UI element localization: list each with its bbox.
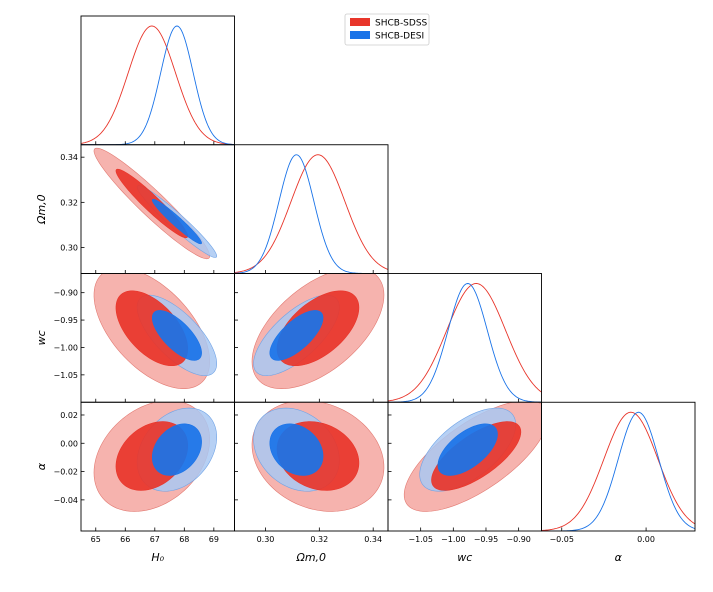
y-tick-label-alpha-0: 0.00: [60, 439, 78, 448]
y-tick-label-wc--0-95: −0.95: [53, 316, 78, 325]
legend-swatch-desi: [350, 31, 370, 39]
panel-H0-alpha: 65 66 67 68 69 −0.04 −0.02 0.00 0.02: [53, 401, 235, 544]
y-axis-label-Om: Ωm,0: [35, 194, 48, 225]
x-tick-label-H0-65: 65: [91, 535, 101, 544]
marginal-curve-shcb-sdss: [81, 25, 235, 145]
x-tick-label-wc--0-95: −0.95: [474, 535, 499, 544]
x-tick-label-Om-0-3: 0.30: [257, 535, 275, 544]
contour-68-shcb-desi: [269, 310, 324, 361]
y-axis-label-alpha: α: [35, 462, 48, 470]
legend: SHCB-SDSS SHCB-DESI: [344, 13, 430, 46]
y-tick-label-wc--1: −1.00: [53, 343, 78, 352]
x-tick-label-H0-69: 69: [209, 535, 219, 544]
panel-Om-wc: [234, 273, 389, 403]
y-tick-label-wc--1-05: −1.05: [53, 371, 78, 380]
panel-frame: [234, 144, 389, 274]
panel-content: [403, 402, 542, 512]
x-tick-label-Om-0-34: 0.34: [364, 535, 382, 544]
panel-content: [93, 402, 218, 512]
panel-alpha-alpha: −0.05 0.00: [541, 401, 696, 544]
panel-H0-Om: 0.30 0.32 0.34: [60, 144, 235, 274]
y-tick-label-Om-0-32: 0.32: [60, 198, 78, 207]
legend-swatch-sdss: [350, 18, 370, 26]
legend-label-sdss: SHCB-SDSS: [375, 19, 428, 29]
panel-frame: [541, 401, 696, 532]
contour-68-shcb-desi: [151, 423, 202, 476]
marginal-curve-shcb-desi: [388, 283, 542, 403]
panel-content: [93, 273, 218, 389]
panel-H0-H0: [80, 15, 235, 146]
marginal-curve-shcb-desi: [234, 154, 388, 274]
panels-layer: 0.30 0.32 0.34 −1.05 −1.00 −0.95 −0.90 65 66 67 68…: [53, 15, 696, 544]
x-tick-label-H0-66: 66: [120, 535, 130, 544]
panel-frame: [80, 15, 235, 146]
marginal-curve-shcb-sdss: [541, 411, 695, 531]
y-tick-label-alpha--0-02: −0.02: [53, 468, 78, 477]
contour-68-shcb-desi: [269, 423, 324, 476]
x-tick-label-H0-67: 67: [150, 535, 160, 544]
panel-content: [388, 283, 542, 403]
panel-content: [251, 402, 385, 512]
x-tick-label-alpha-0: 0.00: [637, 535, 655, 544]
marginal-curve-shcb-desi: [81, 25, 235, 145]
y-tick-label-alpha-0-02: 0.02: [60, 411, 78, 420]
panel-wc-wc: [387, 273, 542, 403]
marginal-curve-shcb-sdss: [388, 283, 542, 402]
x-tick-label-wc--0-9: −0.90: [506, 535, 531, 544]
x-tick-label-alpha--0-05: −0.05: [549, 535, 574, 544]
x-tick-label-H0-68: 68: [179, 535, 189, 544]
panel-content: [541, 411, 695, 531]
legend-label-desi: SHCB-DESI: [375, 32, 424, 42]
y-tick-label-Om-0-3: 0.30: [60, 244, 78, 253]
marginal-curve-shcb-desi: [541, 411, 695, 531]
panel-H0-wc: −1.05 −1.00 −0.95 −0.90: [53, 273, 235, 403]
x-axis-label-wc: wc: [457, 551, 472, 564]
panel-wc-alpha: −1.05 −1.00 −0.95 −0.90: [387, 401, 542, 544]
y-tick-label-Om-0-34: 0.34: [60, 153, 78, 162]
contour-68-shcb-desi: [151, 198, 202, 245]
panel-content: [234, 154, 388, 274]
panel-content: [251, 273, 385, 389]
x-axis-label-Om: Ωm,0: [295, 551, 326, 564]
contour-68-shcb-desi: [437, 423, 498, 476]
y-axis-label-wc: wc: [35, 330, 48, 345]
x-tick-label-wc--1-05: −1.05: [408, 535, 433, 544]
panel-Om-alpha: 0.30 0.32 0.34: [234, 401, 389, 544]
panel-content: [93, 147, 217, 260]
contour-68-shcb-desi: [151, 310, 202, 361]
y-tick-label-wc--0-9: −0.90: [53, 289, 78, 298]
x-axis-label-H0: H₀: [151, 551, 164, 564]
y-axis-labels: Ωm,0 wc α: [35, 194, 48, 470]
marginal-curve-shcb-sdss: [234, 154, 388, 273]
y-tick-label-alpha--0-04: −0.04: [53, 496, 78, 505]
panel-Om-Om: [234, 144, 389, 274]
panel-content: [81, 25, 235, 145]
x-tick-label-wc--1: −1.00: [441, 535, 466, 544]
x-axis-labels: H₀ Ωm,0 wc α: [151, 551, 622, 564]
x-axis-label-alpha: α: [615, 551, 623, 564]
x-tick-label-Om-0-32: 0.32: [310, 535, 328, 544]
